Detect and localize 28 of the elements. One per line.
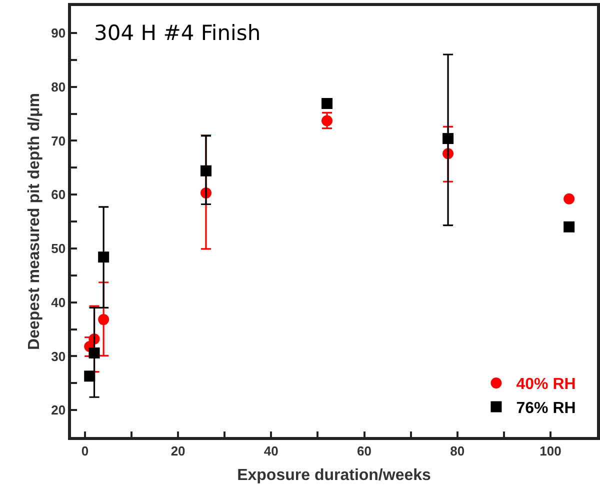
x-tick-label: 80	[450, 443, 465, 458]
point	[98, 314, 110, 326]
y-tick-label: 80	[51, 79, 66, 94]
x-tick-label: 0	[81, 443, 89, 458]
x-tick-label: 100	[540, 443, 562, 458]
legend-label: 40% RH	[516, 376, 576, 394]
y-tick-label: 90	[51, 25, 66, 40]
legend-label: 76% RH	[516, 400, 576, 418]
y-tick-label: 30	[51, 348, 66, 364]
point	[200, 165, 212, 176]
y-axis-title: Deepest measured pit depth d/μm	[26, 93, 44, 350]
y-tick-label: 70	[51, 133, 66, 148]
point	[84, 370, 96, 382]
x-tick-label: 20	[170, 443, 186, 458]
y-tick-label: 20	[51, 402, 66, 418]
point	[88, 347, 100, 358]
annotation: 304 H #4 Finish	[94, 21, 261, 45]
point	[322, 98, 333, 110]
y-tick-label: 60	[51, 187, 66, 202]
x-tick-label: 60	[357, 443, 372, 458]
point	[564, 221, 575, 232]
y-tick-label: 50	[51, 240, 66, 256]
x-axis-title: Exposure duration/weeks	[237, 467, 432, 484]
point	[442, 133, 454, 144]
point	[98, 252, 110, 263]
point	[564, 193, 575, 204]
y-tick-label: 40	[51, 294, 66, 310]
x-tick-label: 40	[264, 443, 278, 458]
